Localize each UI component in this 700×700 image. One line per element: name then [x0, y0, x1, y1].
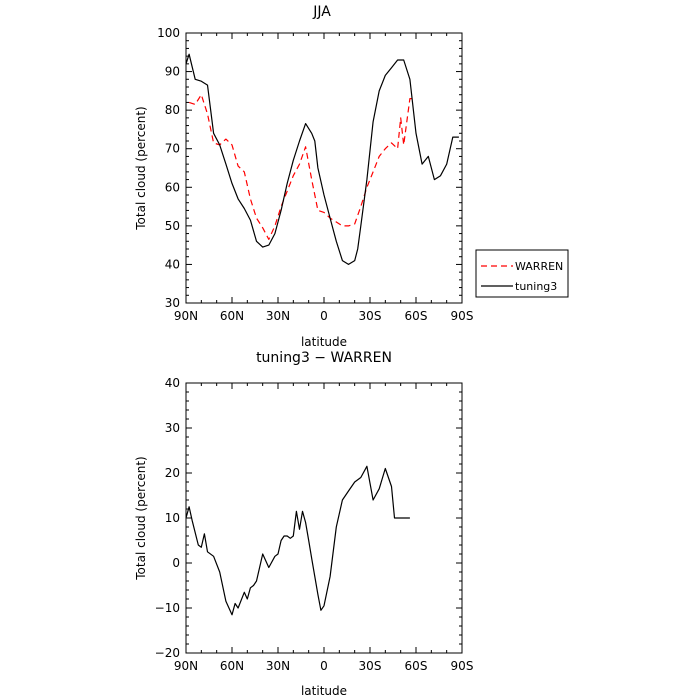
panel-1-x-tick-label: 60N [220, 309, 244, 323]
panel-1-y-tick-label: 40 [165, 257, 180, 271]
panel-1-y-tick-label: 80 [165, 103, 180, 117]
panel-1-y-tick-label: 70 [165, 142, 180, 156]
panel-1-series [185, 53, 459, 265]
panel-2-y-tick-label: −20 [155, 646, 180, 660]
panel-2-series [185, 465, 410, 616]
panel-2-x-tick-label: 30N [266, 659, 290, 673]
panel-2-tick-labels: 90N 60N 30N 0 30S 60S 90S −20 −10 0 10 20 30 40 [155, 376, 474, 673]
panel-1-series-warren [188, 94, 413, 240]
panel-1-tick-labels: 90N 60N 30N 0 30S 60S 90S 30 40 50 60 70 80 90 100 [157, 26, 473, 323]
panel-1-x-tick-label: 30S [359, 309, 382, 323]
panel-2-x-tick-label: 0 [320, 659, 328, 673]
panel-2-x-axis-title: latitude [301, 684, 347, 698]
panel-2-ticks [185, 382, 463, 654]
panel-2-series-line-0 [185, 465, 410, 616]
panel-1-x-tick-label: 30N [266, 309, 290, 323]
panel-1-chart: JJA 90N 60N 30N 0 30S 60S 90S 30 40 50 60 70 80 90 100… [134, 4, 569, 349]
panel-1-y-tick-label: 100 [157, 26, 180, 40]
panel-2-y-tick-label: 40 [165, 376, 180, 390]
panel-2-plot-frame [185, 382, 463, 654]
legend-label-tuning3: tuning3 [515, 280, 557, 293]
legend: WARREN tuning3 [475, 249, 569, 298]
panel-2-y-tick-label: 30 [165, 421, 180, 435]
panel-2-title: tuning3 − WARREN [256, 350, 392, 366]
legend-label-warren: WARREN [515, 260, 563, 273]
panel-2-y-tick-label: −10 [155, 601, 180, 615]
panel-2-y-tick-label: 20 [165, 466, 180, 480]
panel-1-x-tick-label: 0 [320, 309, 328, 323]
panel-1-series-tuning3 [185, 53, 459, 265]
panel-1-title: JJA [312, 4, 331, 20]
panel-1-y-axis-title: Total cloud (percent) [134, 106, 148, 230]
panel-2-chart: tuning3 − WARREN 90N 60N 30N 0 30S 60S 90S −20 −… [134, 350, 473, 698]
panel-1-y-tick-label: 90 [165, 65, 180, 79]
panel-1-y-tick-label: 60 [165, 180, 180, 194]
panel-1-y-tick-label: 50 [165, 219, 180, 233]
panel-1-x-tick-label: 60S [405, 309, 428, 323]
panel-1-y-tick-label: 30 [165, 296, 180, 310]
panel-2-x-tick-label: 30S [359, 659, 382, 673]
panel-2-y-tick-label: 10 [165, 511, 180, 525]
panel-1-x-axis-title: latitude [301, 335, 347, 349]
panel-2-y-axis-title: Total cloud (percent) [134, 456, 148, 580]
panel-1-x-tick-label: 90N [174, 309, 198, 323]
panel-2-y-tick-label: 0 [172, 556, 180, 570]
panel-2-x-tick-label: 90N [174, 659, 198, 673]
legend-box [475, 249, 569, 298]
panel-2-x-tick-label: 60N [220, 659, 244, 673]
panel-1-ticks [185, 32, 463, 304]
panel-2-x-tick-label: 60S [405, 659, 428, 673]
panel-2-x-tick-label: 90S [451, 659, 474, 673]
panel-1-x-tick-label: 90S [451, 309, 474, 323]
